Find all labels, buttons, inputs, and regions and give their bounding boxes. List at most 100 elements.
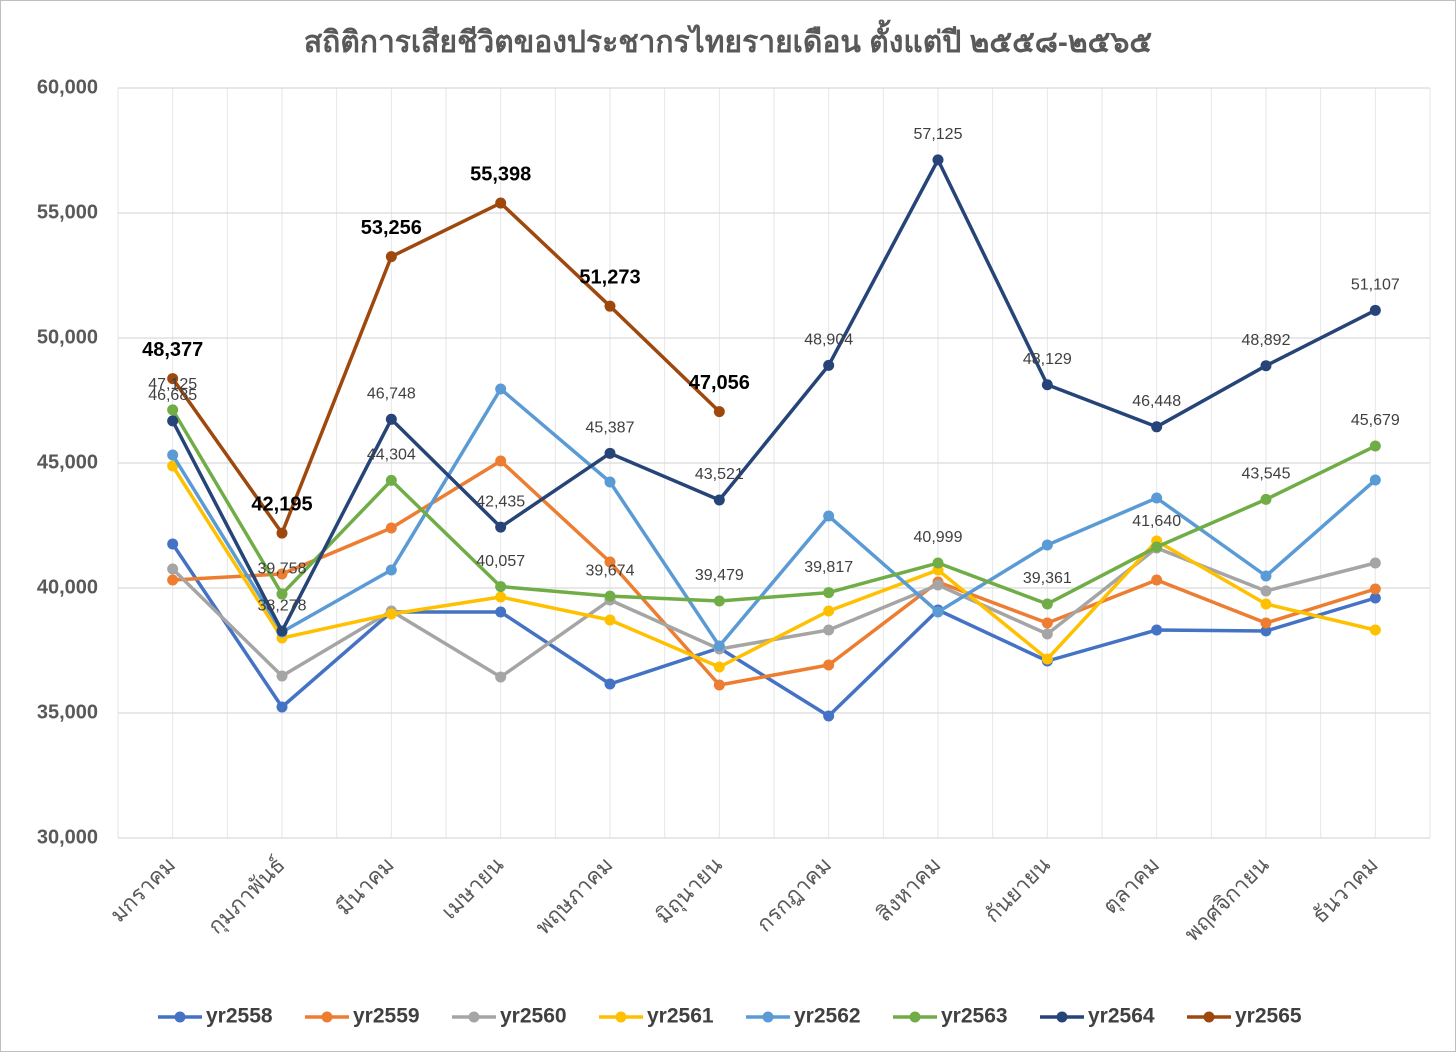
- data-label: 40,057: [476, 553, 525, 570]
- data-label: 39,479: [695, 567, 744, 584]
- y-tick-label: 60,000: [37, 76, 98, 98]
- point: [167, 574, 179, 586]
- point: [495, 197, 507, 209]
- series-line: [171, 158, 1377, 633]
- data-label: 39,361: [1023, 570, 1072, 587]
- point: [713, 679, 725, 691]
- point: [385, 608, 397, 620]
- point: [604, 678, 616, 690]
- data-label: 45,387: [586, 420, 635, 437]
- point: [1369, 592, 1381, 604]
- point: [1260, 617, 1272, 629]
- point: [604, 590, 616, 602]
- chart-title: สถิติการเสียชีวิตของประชากรไทยรายเดือน ต…: [304, 19, 1152, 59]
- y-tick-label: 45,000: [37, 451, 98, 473]
- point: [1041, 379, 1053, 391]
- data-label: 46,685: [148, 387, 197, 404]
- legend-marker: [615, 1011, 627, 1023]
- point: [713, 494, 725, 506]
- legend-marker: [762, 1011, 774, 1023]
- point: [932, 557, 944, 569]
- point: [385, 522, 397, 534]
- point: [604, 556, 616, 568]
- point: [495, 671, 507, 683]
- legend-label: yr2560: [500, 1005, 567, 1028]
- point: [1041, 617, 1053, 629]
- legend-label: yr2558: [206, 1005, 273, 1028]
- series-line: [171, 201, 721, 535]
- legend-marker: [174, 1011, 186, 1023]
- point: [1151, 574, 1163, 586]
- point: [1260, 585, 1272, 597]
- legend-marker: [909, 1011, 921, 1023]
- legend-label: yr2559: [353, 1005, 420, 1028]
- point: [1369, 557, 1381, 569]
- point: [276, 670, 288, 682]
- legend-label: yr2562: [794, 1005, 861, 1028]
- y-tick-label: 55,000: [37, 201, 98, 223]
- point: [495, 521, 507, 533]
- point: [823, 659, 835, 671]
- data-label: 42,435: [476, 493, 525, 510]
- point: [1369, 474, 1381, 486]
- data-label: 47,125: [148, 376, 197, 393]
- data-label: 48,377: [142, 339, 203, 361]
- point: [495, 581, 507, 593]
- data-label: 53,256: [361, 217, 422, 239]
- legend-label: yr2563: [941, 1005, 1008, 1028]
- data-label: 46,448: [1132, 393, 1181, 410]
- point: [932, 154, 944, 166]
- series-line: [171, 408, 1377, 606]
- point: [713, 595, 725, 607]
- point: [167, 404, 179, 416]
- legend-label: yr2561: [647, 1005, 714, 1028]
- point: [1151, 421, 1163, 433]
- point: [1369, 304, 1381, 316]
- point: [276, 588, 288, 600]
- point: [823, 605, 835, 617]
- point: [167, 460, 179, 472]
- data-label: 55,398: [470, 163, 531, 185]
- point: [167, 449, 179, 461]
- point: [713, 406, 725, 418]
- data-label: 48,892: [1242, 332, 1291, 349]
- point: [604, 476, 616, 488]
- data-label: 38,278: [258, 597, 307, 614]
- point: [1369, 440, 1381, 452]
- point: [823, 510, 835, 522]
- data-label: 57,125: [914, 126, 963, 143]
- point: [604, 614, 616, 626]
- point: [1151, 541, 1163, 553]
- point: [932, 606, 944, 618]
- series-line: [171, 387, 1377, 648]
- point: [713, 640, 725, 652]
- point: [823, 710, 835, 722]
- data-label: 51,107: [1351, 277, 1400, 294]
- data-label: 39,817: [804, 559, 853, 576]
- point: [1260, 360, 1272, 372]
- point: [823, 624, 835, 636]
- point: [1041, 539, 1053, 551]
- legend-marker: [321, 1011, 333, 1023]
- point: [495, 455, 507, 467]
- data-label: 44,304: [367, 447, 416, 464]
- point: [1041, 628, 1053, 640]
- point: [495, 606, 507, 618]
- legend-label: yr2564: [1088, 1005, 1155, 1028]
- legend-marker: [468, 1011, 480, 1023]
- point: [495, 383, 507, 395]
- data-label: 48,129: [1023, 351, 1072, 368]
- data-label: 43,545: [1242, 466, 1291, 483]
- point: [1151, 624, 1163, 636]
- series-line: [171, 543, 1376, 718]
- point: [713, 661, 725, 673]
- series-line: [171, 465, 1376, 669]
- point: [1260, 493, 1272, 505]
- y-tick-label: 50,000: [37, 326, 98, 348]
- data-label: 48,904: [804, 332, 853, 349]
- point: [385, 474, 397, 486]
- legend-marker: [1203, 1011, 1215, 1023]
- y-tick-label: 30,000: [37, 826, 98, 848]
- point: [1260, 598, 1272, 610]
